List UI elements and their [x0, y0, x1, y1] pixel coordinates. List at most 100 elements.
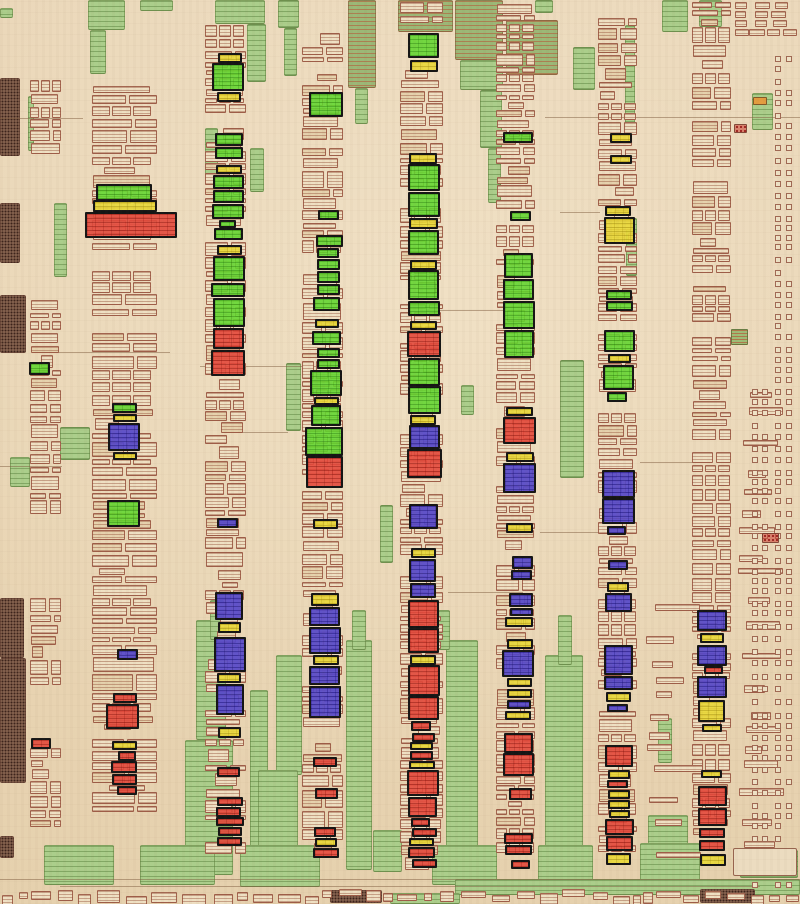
annotation-box-green: [503, 301, 535, 329]
annotation-box-red: [314, 827, 336, 837]
std-cell: [58, 889, 73, 902]
annotation-box-green: [408, 164, 440, 191]
std-cell: [205, 411, 227, 421]
annotation-box-yellow: [610, 155, 632, 164]
std-cell: [205, 97, 217, 103]
annotation-box-red: [704, 666, 723, 674]
mini-cell: [775, 377, 781, 384]
annotation-box-red: [509, 788, 532, 800]
annotation-box-yellow: [311, 593, 339, 606]
std-cell: [611, 623, 623, 636]
annotation-box-green: [96, 184, 152, 201]
trace-line: [448, 592, 523, 593]
metal-patch: [380, 505, 393, 563]
std-cell: [137, 355, 157, 369]
annotation-box-green: [408, 386, 441, 414]
annotation-box-red: [313, 757, 337, 767]
std-cell: [692, 528, 704, 537]
std-cell: [304, 895, 319, 904]
std-cell: [750, 712, 772, 721]
annotation-box-red: [605, 745, 633, 767]
annotation-box-yellow: [608, 770, 630, 779]
std-cell: [30, 130, 50, 141]
mini-cell: [762, 488, 768, 495]
std-cell: [598, 546, 610, 557]
mini-cell: [775, 158, 781, 165]
annotation-box-yellow: [701, 770, 722, 778]
std-cell: [692, 222, 713, 235]
mini-cell: [775, 882, 781, 889]
annotation-box-red: [412, 828, 437, 837]
std-cell: [51, 795, 61, 809]
speckle-patch: [0, 658, 26, 783]
std-cell: [112, 156, 131, 166]
std-cell: [692, 2, 712, 8]
mini-cell: [786, 388, 792, 395]
annotation-box-red: [504, 733, 533, 753]
speckle-patch: [0, 78, 20, 156]
std-cell: [400, 91, 426, 102]
std-cell: [620, 265, 637, 275]
annotation-box-red: [412, 733, 435, 742]
annotation-box-green: [408, 230, 439, 255]
mini-cell: [775, 778, 781, 785]
std-cell: [770, 11, 786, 18]
std-cell: [693, 379, 727, 390]
std-cell: [715, 502, 731, 515]
std-cell: [522, 225, 534, 233]
std-cell: [769, 895, 780, 903]
std-cell: [692, 539, 714, 548]
std-cell: [719, 100, 731, 110]
std-cell: [539, 893, 558, 904]
annotation-box-green: [408, 33, 439, 58]
std-cell: [382, 893, 393, 902]
std-cell: [705, 306, 717, 312]
mini-cell: [786, 409, 792, 416]
std-cell: [785, 895, 799, 902]
annotation-box-green: [503, 279, 534, 300]
std-cell: [522, 506, 534, 514]
mini-cell: [786, 445, 792, 452]
annotation-box-blue: [108, 423, 140, 451]
annotation-box-red: [411, 721, 431, 731]
annotation-box-red: [306, 456, 343, 488]
mini-cell: [775, 170, 781, 177]
mini-cell: [775, 457, 781, 464]
std-cell: [218, 446, 239, 460]
annotation-box-green: [317, 259, 340, 270]
annotation-box-yellow: [506, 452, 534, 462]
mini-cell: [752, 409, 758, 416]
red-dot-cell: [734, 124, 747, 133]
std-cell: [598, 253, 625, 263]
std-cell: [104, 166, 136, 174]
mini-cell: [775, 723, 781, 730]
std-cell: [52, 130, 61, 141]
mini-cell: [775, 524, 781, 531]
std-cell: [302, 189, 330, 198]
std-cell: [30, 389, 46, 402]
std-cell: [692, 306, 704, 312]
std-cell: [30, 809, 47, 819]
std-cell: [112, 382, 131, 393]
std-cell: [218, 38, 231, 48]
std-cell: [705, 464, 717, 473]
annotation-box-yellow: [411, 548, 436, 558]
std-cell: [719, 412, 731, 418]
mini-cell: [752, 778, 758, 785]
annotation-box-red: [408, 696, 439, 720]
std-cell: [53, 614, 61, 623]
std-cell: [720, 120, 731, 132]
mini-cell: [786, 158, 792, 165]
annotation-box-green: [312, 331, 341, 345]
std-cell: [496, 775, 521, 784]
std-cell: [598, 448, 620, 456]
metal-patch: [284, 28, 297, 76]
annotation-box-yellow: [410, 742, 433, 750]
std-cell: [754, 2, 770, 9]
mini-cell: [752, 754, 758, 761]
annotation-box-yellow: [217, 92, 241, 102]
annotation-box-blue: [117, 649, 138, 660]
std-cell: [329, 128, 343, 141]
speckle-patch: [0, 203, 20, 263]
annotation-box-red: [31, 738, 51, 749]
